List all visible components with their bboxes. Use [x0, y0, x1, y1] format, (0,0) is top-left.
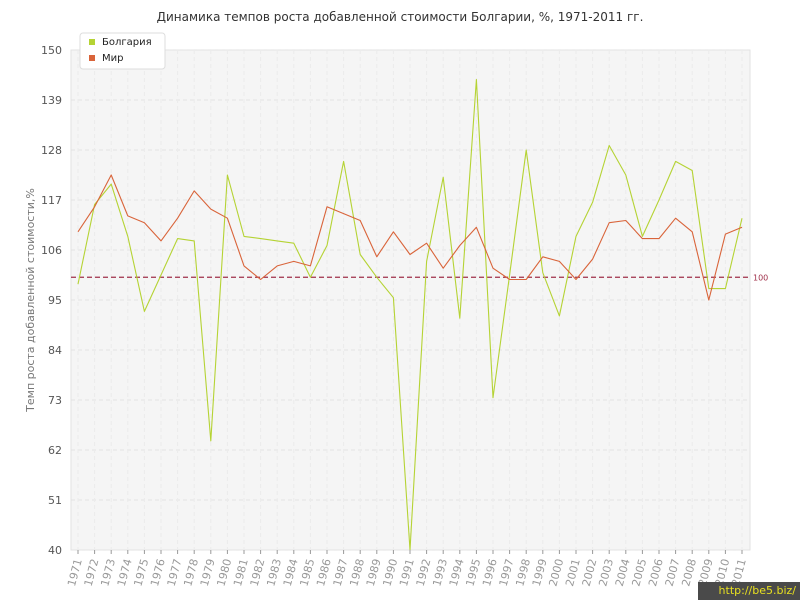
y-tick-label: 139	[41, 94, 62, 107]
legend-label: Мир	[102, 53, 123, 64]
y-tick-label: 128	[41, 144, 62, 157]
y-tick-label: 106	[41, 244, 62, 257]
y-axis-ticks: 40 51 62 73 84 95 106 117 128 139 150	[41, 44, 62, 557]
y-tick-label: 73	[48, 394, 62, 407]
reference-line-group: 100	[71, 273, 768, 282]
y-tick-label: 51	[48, 494, 62, 507]
y-tick-label: 150	[41, 44, 62, 57]
y-tick-label: 84	[48, 344, 62, 357]
legend-box	[79, 32, 166, 70]
chart-title: Динамика темпов роста добавленной стоимо…	[156, 10, 644, 24]
y-tick-label: 117	[41, 194, 62, 207]
watermark: http://be5.biz/	[698, 582, 800, 600]
grid-lines	[71, 49, 750, 551]
series-line-world	[77, 174, 743, 301]
x-axis-ticks: 1971197219731974197519761977197819791980…	[65, 550, 749, 588]
legend: Болгария Мир	[79, 32, 166, 70]
legend-marker	[89, 55, 95, 61]
y-axis-title: Темп роста добавленной стоимости,%	[24, 188, 37, 413]
legend-label: Болгария	[102, 37, 152, 48]
legend-marker	[89, 39, 95, 45]
y-tick-label: 62	[48, 444, 62, 457]
reference-line-label: 100	[753, 273, 768, 282]
y-tick-label: 95	[48, 294, 62, 307]
y-tick-label: 40	[48, 544, 62, 557]
